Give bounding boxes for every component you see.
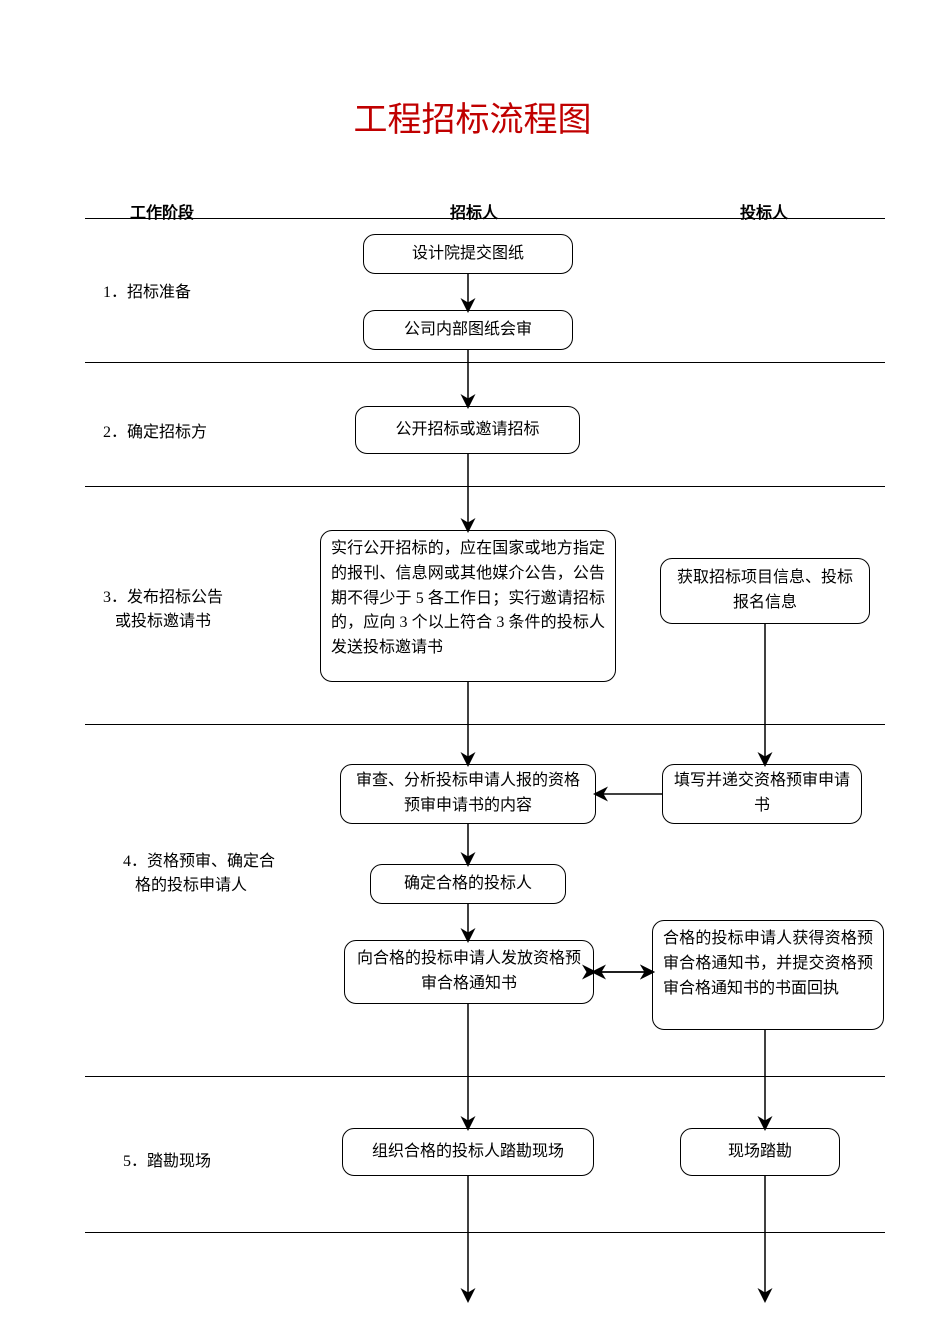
node-n6: 审查、分析投标申请人报的资格预审申请书的内容 [340,764,596,824]
divider [85,486,885,487]
node-n2: 公司内部图纸会审 [363,310,573,350]
col-header-stage: 工作阶段 [130,199,194,223]
node-n11: 组织合格的投标人踏勘现场 [342,1128,594,1176]
node-n10: 合格的投标申请人获得资格预审合格通知书，并提交资格预审合格通知书的书面回执 [652,920,884,1030]
node-n9: 向合格的投标申请人发放资格预审合格通知书 [344,940,594,1004]
node-n3: 公开招标或邀请招标 [355,406,580,454]
divider [85,1076,885,1077]
col-header-bidder: 招标人 [450,199,498,223]
divider [85,724,885,725]
stage-label: 1．招标准备 [103,281,191,305]
divider [85,218,885,219]
page: 工程招标流程图 工作阶段 招标人 投标人 1．招标准备 2．确定招标方 3．发布… [0,0,945,1337]
col-header-tenderer: 投标人 [740,199,788,223]
node-n1: 设计院提交图纸 [363,234,573,274]
stage-label: 5．踏勘现场 [123,1150,211,1174]
node-n7: 填写并递交资格预审申请书 [662,764,862,824]
divider [85,362,885,363]
stage-label: 2．确定招标方 [103,421,207,445]
divider [85,1232,885,1233]
stage-label: 3．发布招标公告 或投标邀请书 [103,586,223,634]
node-n4: 实行公开招标的，应在国家或地方指定的报刊、信息网或其他媒介公告，公告期不得少于 … [320,530,616,682]
node-n5: 获取招标项目信息、投标报名信息 [660,558,870,624]
node-n12: 现场踏勘 [680,1128,840,1176]
page-title: 工程招标流程图 [0,92,945,141]
node-n8: 确定合格的投标人 [370,864,566,904]
stage-label: 4．资格预审、确定合 格的投标申请人 [123,850,275,898]
